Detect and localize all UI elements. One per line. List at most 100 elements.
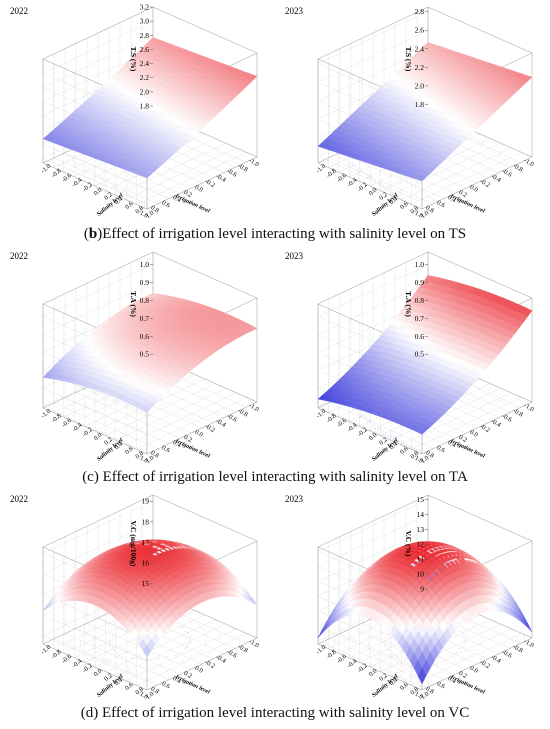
contour-point (367, 422, 369, 423)
contour-point (160, 404, 162, 406)
contour-point (85, 166, 86, 168)
contour-point (71, 407, 73, 409)
contour-point (441, 437, 443, 438)
contour-point (240, 640, 242, 642)
floor-grid-line (136, 397, 247, 450)
contour-point (463, 426, 465, 428)
contour-point (98, 414, 100, 416)
floor-grid-line (126, 392, 237, 445)
contour-point (155, 444, 156, 446)
contour-point (115, 632, 117, 634)
contour-point (382, 431, 384, 433)
contour-point (205, 642, 207, 644)
contour-point (117, 167, 118, 169)
contour-point (393, 438, 394, 440)
contour-point (111, 408, 113, 409)
contour-point (83, 633, 85, 635)
surface-patch (523, 308, 533, 317)
contour-point (170, 158, 172, 160)
contour-point (380, 185, 382, 187)
contour-point (205, 161, 207, 163)
contour-point (95, 651, 97, 653)
contour-point (164, 657, 166, 659)
contour-point (113, 183, 115, 185)
contour-point (476, 139, 478, 141)
contour-point (147, 682, 148, 684)
contour-point (109, 406, 111, 408)
contour-point (213, 167, 215, 169)
contour-point (480, 164, 482, 165)
y-tick-label: 1.0 (145, 210, 156, 221)
contour-point (219, 633, 221, 635)
contour-point (190, 432, 192, 434)
contour-point (88, 405, 90, 406)
surface-plot-ta-2022: 0.50.60.70.80.91.0T.A (%)2022-1.0-1.0 -0.… (10, 251, 260, 465)
contour-point (84, 168, 86, 170)
box-edge (42, 494, 154, 548)
contour-point (377, 181, 379, 183)
contour-point (102, 431, 104, 433)
z-axis-label: T.S (%) (404, 47, 413, 72)
contour-point (129, 657, 131, 658)
box-edge (42, 6, 154, 60)
contour-point (191, 420, 193, 422)
contour-point (90, 408, 92, 410)
contour-point (165, 680, 167, 682)
contour-point (473, 386, 475, 387)
contour-point (357, 170, 359, 171)
contour-point (150, 666, 152, 668)
contour-point (124, 418, 126, 420)
contour-point (491, 408, 492, 410)
contour-point (409, 183, 411, 185)
z-axis: 1.82.02.22.42.62.83.03.2T.S (%) (129, 3, 153, 111)
contour-point (226, 649, 228, 651)
contour-point (216, 630, 218, 631)
y-tick-label: 0.4 (388, 440, 399, 451)
contour-point (113, 662, 115, 664)
floor-grid-line (75, 628, 181, 675)
contour-point (206, 632, 207, 634)
contour-point (162, 172, 163, 174)
contour-point (126, 665, 128, 667)
floor-grid-line (126, 628, 237, 681)
floor-grid-line (411, 397, 522, 450)
contour-point (408, 445, 410, 447)
contour-point (80, 394, 82, 396)
contour-point (198, 624, 200, 626)
contour-point (112, 636, 114, 638)
contour-point (139, 666, 141, 668)
contour-point (189, 638, 191, 640)
z-axis: 0.50.60.70.80.91.0T.A (%) (404, 260, 428, 359)
contour-point (182, 672, 184, 674)
contour-point (63, 414, 65, 416)
contour-point (132, 177, 134, 179)
y-tick-label: -0.2 (81, 426, 93, 438)
z-axis: 0.50.60.70.80.91.0T.A (%) (129, 260, 153, 359)
x-tick-label: 0.0 (193, 429, 204, 439)
contour-point (380, 427, 382, 429)
contour-point (222, 622, 224, 624)
year-label: 2022 (10, 251, 28, 261)
contour-point (453, 407, 455, 409)
contour-point (390, 434, 392, 436)
contour-point (377, 429, 379, 430)
contour-point (114, 411, 116, 413)
contour-point (95, 413, 97, 415)
contour-point (481, 142, 483, 143)
response-surface (42, 539, 258, 658)
contour-point (100, 418, 102, 420)
contour-point (119, 654, 121, 656)
contour-point (248, 636, 250, 638)
contour-point (227, 156, 229, 158)
contour-point (124, 171, 126, 173)
contour-point (395, 439, 397, 441)
contour-point (152, 677, 154, 679)
z-tick-label: 2.2 (415, 63, 425, 72)
contour-point (229, 635, 231, 637)
contour-point (165, 197, 167, 198)
contour-point (140, 659, 142, 661)
contour-point (72, 405, 73, 407)
contour-point (155, 189, 157, 191)
contour-point (240, 635, 242, 637)
contour-point (77, 162, 79, 164)
